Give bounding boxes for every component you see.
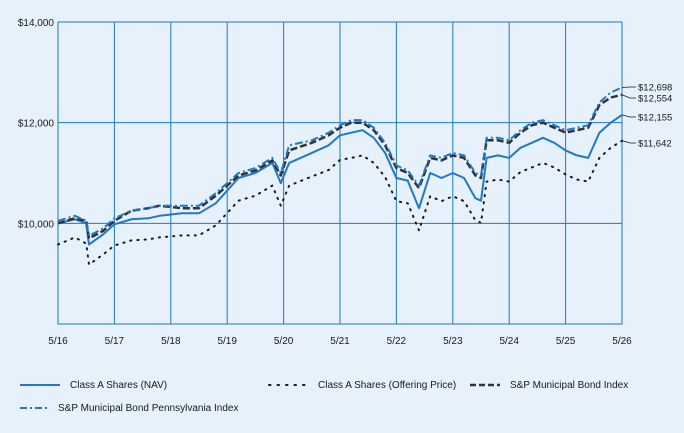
legend: Class A Shares (NAV) Class A Shares (Off… bbox=[0, 370, 684, 430]
series-group bbox=[57, 86, 623, 266]
end-label-leader bbox=[621, 86, 636, 88]
x-tick-label: 5/20 bbox=[274, 336, 294, 347]
line-chart: 5/16 5/17 5/18 5/19 5/20 5/21 5/22 5/23 5/24 5/25… bbox=[18, 18, 673, 347]
end-value-label: $12,155 bbox=[638, 113, 672, 124]
legend-item-class-a-nav: Class A Shares (NAV) bbox=[20, 378, 167, 392]
series-line-solid bbox=[57, 114, 623, 246]
x-tick-label: 5/18 bbox=[161, 336, 181, 347]
legend-label: S&P Municipal Bond Index bbox=[510, 379, 629, 391]
series-line-dotted bbox=[57, 139, 623, 266]
y-tick-label: $14,000 bbox=[18, 18, 55, 29]
x-tick-label: 5/23 bbox=[443, 336, 463, 347]
x-tick-label: 5/17 bbox=[105, 336, 125, 347]
legend-swatch-dashed bbox=[470, 383, 500, 387]
y-tick-label: $10,000 bbox=[18, 219, 55, 230]
end-value-label: $12,554 bbox=[638, 94, 672, 105]
legend-item-sp-muni-pa: S&P Municipal Bond Pennsylvania Index bbox=[20, 401, 238, 415]
x-tick-label: 5/24 bbox=[499, 336, 519, 347]
legend-label: Class A Shares (Offering Price) bbox=[318, 379, 457, 391]
legend-label: Class A Shares (NAV) bbox=[70, 379, 168, 391]
legend-swatch-dashdot bbox=[20, 407, 48, 409]
x-tick-label: 5/16 bbox=[48, 336, 68, 347]
end-value-label: $11,642 bbox=[638, 139, 672, 150]
y-tick-label: $12,000 bbox=[18, 119, 55, 130]
series-line-dashdot bbox=[57, 86, 623, 237]
plot-border bbox=[57, 21, 623, 325]
end-label-leader bbox=[621, 140, 636, 144]
x-tick-label: 5/22 bbox=[387, 336, 407, 347]
x-tick-label: 5/26 bbox=[612, 336, 632, 347]
legend-label: S&P Municipal Bond Pennsylvania Index bbox=[58, 402, 239, 414]
end-labels: $12,698$12,554 $12,155 $11,642 bbox=[621, 83, 672, 150]
legend-item-class-a-offering: Class A Shares (Offering Price) bbox=[268, 378, 456, 392]
end-label-leader bbox=[621, 94, 636, 99]
x-tick-label: 5/21 bbox=[330, 336, 350, 347]
legend-swatch-dotted bbox=[268, 384, 308, 386]
axes: 5/16 5/17 5/18 5/19 5/20 5/21 5/22 5/23 5/24 5/25… bbox=[18, 18, 632, 347]
x-tick-label: 5/25 bbox=[556, 336, 576, 347]
end-value-label: $12,698 bbox=[638, 83, 672, 94]
legend-item-sp-muni: S&P Municipal Bond Index bbox=[470, 378, 628, 392]
end-label-leader bbox=[621, 114, 636, 118]
x-tick-label: 5/19 bbox=[217, 336, 237, 347]
legend-swatch-solid bbox=[20, 384, 60, 386]
